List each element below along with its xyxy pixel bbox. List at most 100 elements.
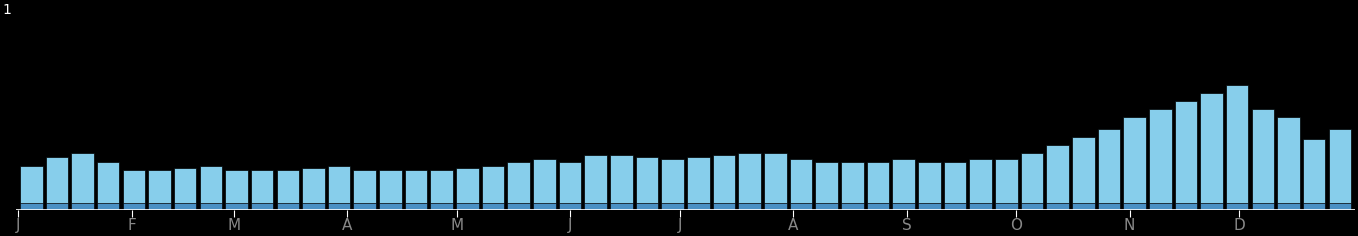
Bar [277,203,299,210]
Bar [456,203,479,210]
Bar [1097,129,1120,210]
Bar [739,203,760,210]
Bar [790,203,812,210]
Bar [71,203,94,210]
Bar [534,160,555,210]
Bar [892,203,915,210]
Bar [970,160,991,210]
Bar [970,203,991,210]
Bar [944,203,967,210]
Bar [456,168,479,210]
Bar [1046,145,1069,210]
Bar [1200,203,1222,210]
Bar [558,161,581,210]
Bar [353,203,376,210]
Bar [1021,153,1043,210]
Bar [20,165,42,210]
Bar [1123,117,1146,210]
Bar [1302,139,1325,210]
Bar [430,170,454,210]
Bar [636,203,659,210]
Bar [46,203,68,210]
Bar [661,203,684,210]
Bar [739,153,760,210]
Bar [405,170,428,210]
Bar [892,160,915,210]
Bar [200,203,223,210]
Bar [327,165,350,210]
Bar [200,165,223,210]
Bar [1226,203,1248,210]
Bar [225,203,247,210]
Bar [303,168,325,210]
Bar [1149,203,1172,210]
Bar [251,170,273,210]
Bar [96,203,120,210]
Bar [1175,203,1198,210]
Bar [995,203,1017,210]
Bar [610,203,633,210]
Bar [841,161,864,210]
Bar [866,161,889,210]
Bar [1097,203,1120,210]
Bar [584,156,607,210]
Bar [122,203,145,210]
Bar [841,203,864,210]
Bar [918,203,941,210]
Bar [1149,109,1172,210]
Bar [558,203,581,210]
Bar [1252,203,1274,210]
Bar [20,203,42,210]
Bar [148,203,171,210]
Bar [1278,117,1300,210]
Bar [1328,129,1351,210]
Bar [765,153,786,210]
Bar [1252,109,1274,210]
Bar [661,160,684,210]
Bar [1200,93,1222,210]
Bar [174,203,197,210]
Bar [379,203,402,210]
Bar [944,161,967,210]
Bar [508,161,530,210]
Bar [765,203,786,210]
Bar [1328,203,1351,210]
Bar [1071,203,1095,210]
Bar [1071,137,1095,210]
Bar [353,170,376,210]
Bar [815,203,838,210]
Bar [1302,203,1325,210]
Bar [866,203,889,210]
Bar [96,161,120,210]
Bar [636,157,659,210]
Bar [148,170,171,210]
Bar [225,170,247,210]
Bar [918,161,941,210]
Bar [46,157,68,210]
Bar [405,203,428,210]
Bar [71,153,94,210]
Bar [1278,203,1300,210]
Bar [379,170,402,210]
Bar [534,203,555,210]
Bar [995,160,1017,210]
Bar [1021,203,1043,210]
Bar [713,156,735,210]
Bar [277,170,299,210]
Bar [508,203,530,210]
Bar [1226,85,1248,210]
Bar [610,156,633,210]
Bar [482,203,504,210]
Bar [713,203,735,210]
Bar [174,168,197,210]
Bar [1123,203,1146,210]
Bar [1175,101,1198,210]
Bar [327,203,350,210]
Bar [482,165,504,210]
Bar [687,203,710,210]
Bar [815,161,838,210]
Bar [790,160,812,210]
Bar [584,203,607,210]
Bar [251,203,273,210]
Bar [430,203,454,210]
